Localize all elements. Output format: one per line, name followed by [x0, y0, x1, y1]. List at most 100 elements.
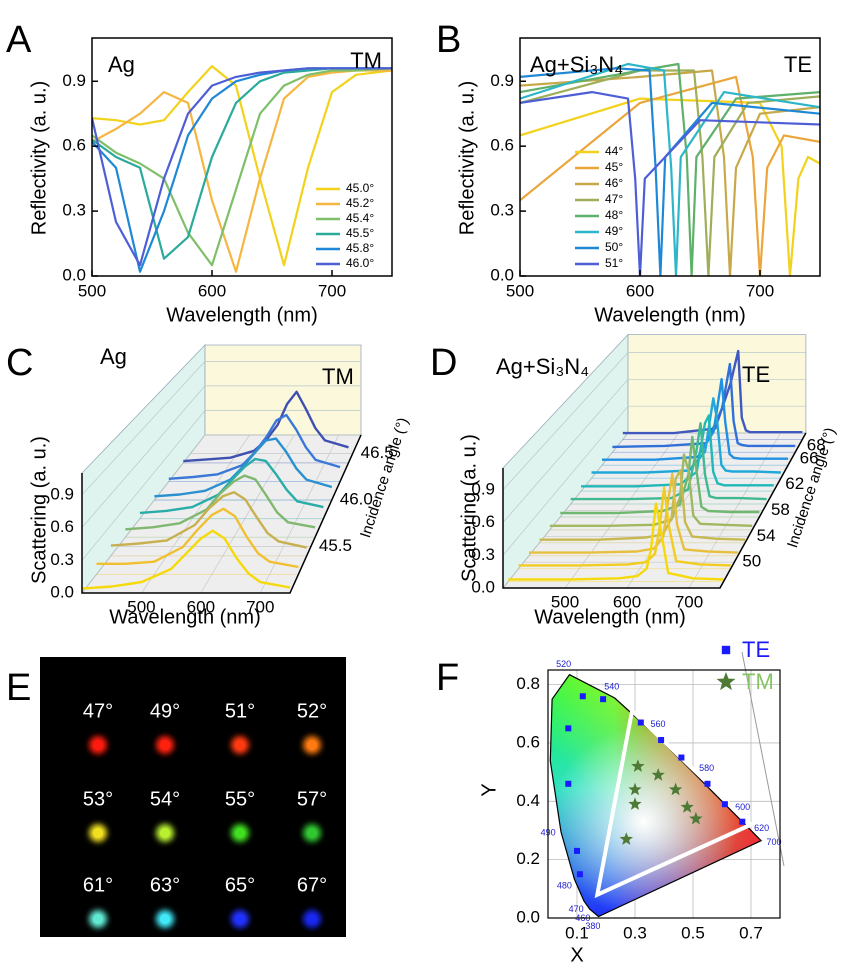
spot: [93, 740, 103, 750]
angle-label: 54°: [150, 788, 180, 810]
legend-label: 45.2°: [346, 196, 374, 210]
x-tick-label: 600: [613, 592, 641, 611]
angle-label: 67°: [297, 874, 327, 896]
grid-line: [200, 434, 295, 594]
legend-label: 50°: [605, 240, 623, 254]
x-tick-label: 0.3: [623, 923, 647, 942]
annotation: TE: [784, 52, 812, 77]
y-tick-label: 0.9: [471, 479, 495, 498]
annotation: TE: [742, 362, 770, 387]
x-tick-label: 0.5: [681, 923, 705, 942]
panel-label: B: [436, 19, 461, 61]
series-group: [520, 62, 820, 276]
y-tick-label: 0.6: [516, 732, 540, 751]
angle-label: 51°: [225, 700, 255, 722]
y-tick-label: 0.9: [50, 484, 74, 503]
annotation: TM: [322, 364, 354, 389]
x-tick-label: 500: [551, 592, 579, 611]
panel-label: C: [6, 342, 33, 384]
scattering-curve: [183, 390, 349, 463]
x-tick-label: 0.7: [739, 923, 763, 942]
scattering-curve: [560, 435, 760, 515]
panel-label: A: [6, 19, 32, 61]
x-tick-label: 600: [198, 281, 226, 300]
legend-marker: [716, 672, 736, 691]
legend-label: TM: [742, 669, 774, 694]
y-tick-label: 0.3: [62, 201, 86, 220]
spot: [235, 740, 245, 750]
y-tick-label: 0.0: [50, 582, 74, 601]
locus-label: 700: [766, 837, 781, 847]
x-tick-label: 700: [675, 592, 703, 611]
plot: 500 600 700 0.0 0.3 0.6 0.9 Wavelength (nm) Refl…: [436, 19, 821, 326]
spectrum-line: [520, 75, 820, 276]
x-tick-label: 500: [506, 281, 534, 300]
panel-label: F: [436, 657, 459, 699]
y-tick-label: 0.6: [490, 136, 514, 155]
square-marker: [637, 719, 644, 726]
y-tick-label: 0.9: [490, 71, 514, 90]
legend-label: 46.0°: [346, 256, 374, 270]
spot: [307, 914, 317, 924]
square-marker: [579, 693, 586, 700]
axis-line: [502, 432, 807, 589]
legend-label: 45.5°: [346, 226, 374, 240]
y-tick-label: 0.3: [490, 201, 514, 220]
x-tick-label: 700: [318, 281, 346, 300]
square-marker: [721, 801, 728, 808]
back-wall: [204, 344, 362, 436]
x-axis-title: Wavelength (nm): [534, 606, 686, 628]
y-tick-label: 0.9: [62, 71, 86, 90]
spot: [93, 828, 103, 838]
locus-label: 380: [585, 921, 600, 931]
scattering-curve: [581, 414, 774, 488]
square-marker: [576, 871, 583, 878]
z-tick-label: 46.5: [361, 443, 394, 462]
cie-plot: 380460470480490520540560580600620700TETM…: [436, 637, 785, 966]
square-marker: [565, 725, 572, 732]
z-tick-label: 62: [785, 474, 804, 493]
spectrum-line: [92, 67, 392, 267]
angle-label: 47°: [83, 700, 113, 722]
x-tick-label: 500: [127, 597, 155, 616]
x-axis-title: Wavelength (nm): [109, 606, 261, 628]
plot-frame: [91, 37, 393, 277]
angle-label: 65°: [225, 874, 255, 896]
z-tick-label: 68: [807, 435, 826, 454]
square-marker: [658, 737, 665, 744]
axis-line: [81, 434, 362, 594]
scattering-curve: [508, 502, 724, 581]
grid-line: [81, 361, 361, 496]
x-tick-label: 500: [78, 281, 106, 300]
y-axis-title: Reflectivity (a. u.): [456, 81, 478, 235]
legend-label: 45.8°: [346, 241, 374, 255]
scattering-curve: [81, 529, 291, 590]
spot: [93, 914, 103, 924]
angle-label: 55°: [225, 788, 255, 810]
display-gamut: [594, 706, 755, 899]
star-marker: [651, 768, 665, 781]
panel-label: E: [6, 667, 31, 709]
z-tick-label: 50: [742, 552, 761, 571]
scattering-curve: [549, 453, 753, 527]
legend-label: 45.0°: [346, 181, 374, 195]
spectrum-line: [520, 97, 820, 276]
star-marker: [628, 797, 642, 810]
star-marker: [619, 832, 633, 845]
scattering-curve: [125, 474, 316, 531]
star-marker: [628, 782, 642, 796]
x-tick-label: 0.1: [565, 923, 589, 942]
legend-label: 45°: [605, 160, 623, 174]
angle-label: 63°: [150, 874, 180, 896]
plot-frame: [519, 37, 821, 277]
locus-label: 470: [569, 904, 584, 914]
legend-label: 47°: [605, 192, 623, 206]
plot-3d: 0.0 0.3 0.6 0.9 500 600 700 45.5 46.0 46.5 Wavelen…: [6, 342, 412, 628]
y-tick-label: 0.0: [516, 907, 540, 926]
legend-label: 48°: [605, 208, 623, 222]
spectrum-line: [520, 69, 820, 276]
y-tick-label: 0.2: [516, 849, 540, 868]
square-marker: [739, 818, 746, 825]
legend-marker: [721, 645, 731, 655]
